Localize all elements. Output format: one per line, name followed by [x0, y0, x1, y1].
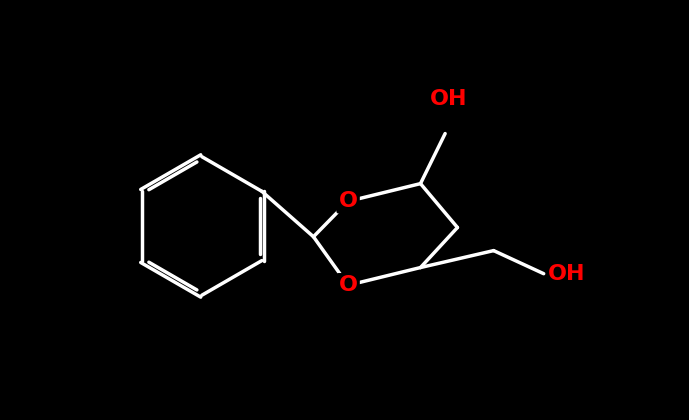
Text: O: O: [338, 275, 358, 295]
Text: O: O: [338, 192, 358, 211]
Text: OH: OH: [429, 89, 467, 109]
Text: OH: OH: [548, 264, 586, 284]
